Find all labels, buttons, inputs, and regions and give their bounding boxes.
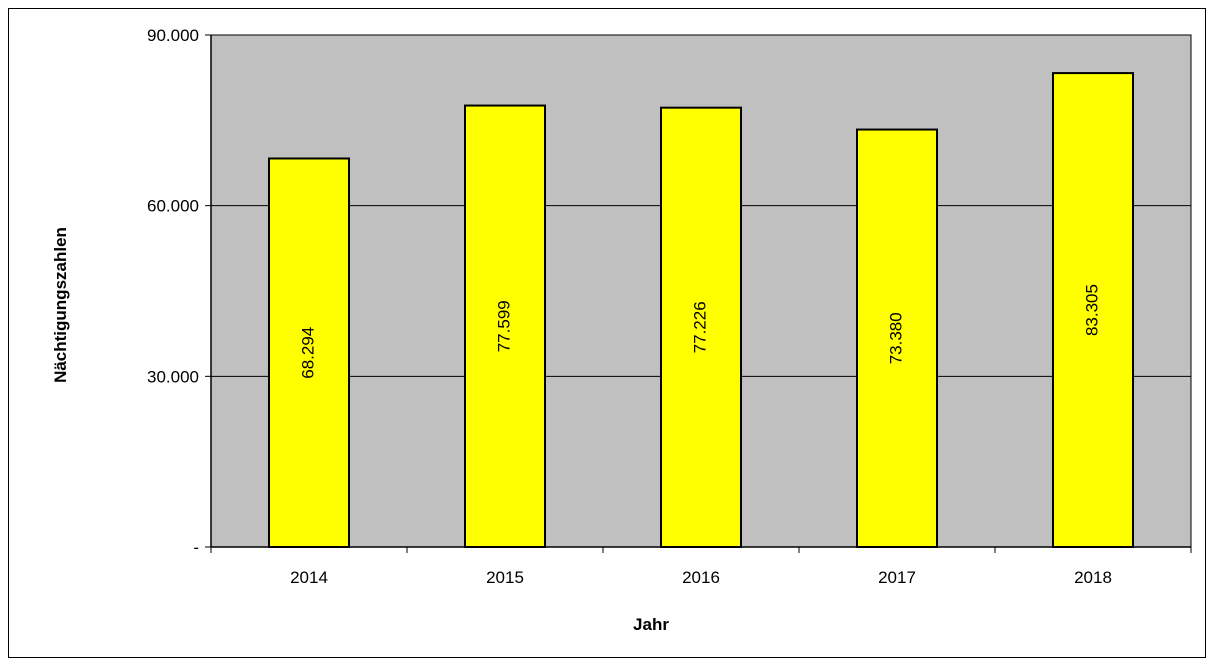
data-label: 83.305 [1082, 284, 1101, 336]
y-tick-labels: - 30.000 60.000 90.000 [147, 26, 199, 557]
y-tick-label: 90.000 [147, 26, 199, 45]
bar-2014 [268, 157, 350, 548]
bar-2017 [856, 128, 938, 548]
data-label: 77.599 [494, 300, 513, 352]
y-axis-title: Nächtigungszahlen [51, 227, 70, 383]
bar-2018 [1052, 72, 1134, 549]
x-tick-labels: 2014 2015 2016 2017 2018 [290, 568, 1112, 587]
x-axis-title: Jahr [633, 615, 669, 634]
x-tick-label: 2017 [878, 568, 916, 587]
y-tick-label: - [193, 538, 199, 557]
y-tick-label: 30.000 [147, 367, 199, 386]
x-tick-label: 2014 [290, 568, 328, 587]
y-tick-label: 60.000 [147, 197, 199, 216]
x-tick-label: 2018 [1074, 568, 1112, 587]
axes [205, 34, 1192, 553]
x-tick-label: 2015 [486, 568, 524, 587]
bars [268, 72, 1134, 549]
bar-2016 [660, 106, 742, 549]
data-labels: 68.294 77.599 77.226 73.380 83.305 [298, 284, 1101, 379]
x-tick-label: 2016 [682, 568, 720, 587]
data-label: 68.294 [298, 327, 317, 379]
bar-2015 [464, 104, 546, 548]
data-label: 77.226 [690, 301, 709, 353]
data-label: 73.380 [886, 312, 905, 364]
